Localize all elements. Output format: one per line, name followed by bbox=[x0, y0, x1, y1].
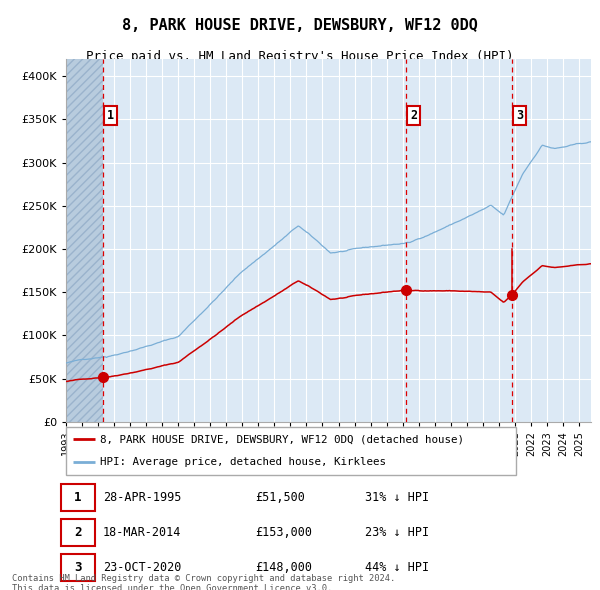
Text: £51,500: £51,500 bbox=[255, 491, 305, 504]
Bar bbox=[66, 59, 103, 422]
Text: 3: 3 bbox=[516, 109, 523, 122]
Text: 2: 2 bbox=[74, 526, 82, 539]
Text: 3: 3 bbox=[74, 561, 82, 574]
Text: This data is licensed under the Open Government Licence v3.0.: This data is licensed under the Open Gov… bbox=[12, 584, 332, 590]
Text: 1: 1 bbox=[74, 491, 82, 504]
FancyBboxPatch shape bbox=[61, 519, 95, 546]
FancyBboxPatch shape bbox=[66, 427, 516, 475]
Text: 44% ↓ HPI: 44% ↓ HPI bbox=[365, 561, 430, 574]
Text: 23-OCT-2020: 23-OCT-2020 bbox=[103, 561, 181, 574]
Text: 1: 1 bbox=[107, 109, 115, 122]
FancyBboxPatch shape bbox=[61, 484, 95, 511]
Text: £153,000: £153,000 bbox=[255, 526, 312, 539]
FancyBboxPatch shape bbox=[61, 555, 95, 581]
Text: HPI: Average price, detached house, Kirklees: HPI: Average price, detached house, Kirk… bbox=[100, 457, 386, 467]
Text: Contains HM Land Registry data © Crown copyright and database right 2024.: Contains HM Land Registry data © Crown c… bbox=[12, 574, 395, 583]
Text: 23% ↓ HPI: 23% ↓ HPI bbox=[365, 526, 430, 539]
Text: 2: 2 bbox=[410, 109, 417, 122]
Text: 28-APR-1995: 28-APR-1995 bbox=[103, 491, 181, 504]
Text: 8, PARK HOUSE DRIVE, DEWSBURY, WF12 0DQ: 8, PARK HOUSE DRIVE, DEWSBURY, WF12 0DQ bbox=[122, 18, 478, 32]
Text: Price paid vs. HM Land Registry's House Price Index (HPI): Price paid vs. HM Land Registry's House … bbox=[86, 50, 514, 63]
Text: £148,000: £148,000 bbox=[255, 561, 312, 574]
Text: 18-MAR-2014: 18-MAR-2014 bbox=[103, 526, 181, 539]
Text: 31% ↓ HPI: 31% ↓ HPI bbox=[365, 491, 430, 504]
Text: 8, PARK HOUSE DRIVE, DEWSBURY, WF12 0DQ (detached house): 8, PARK HOUSE DRIVE, DEWSBURY, WF12 0DQ … bbox=[100, 434, 464, 444]
